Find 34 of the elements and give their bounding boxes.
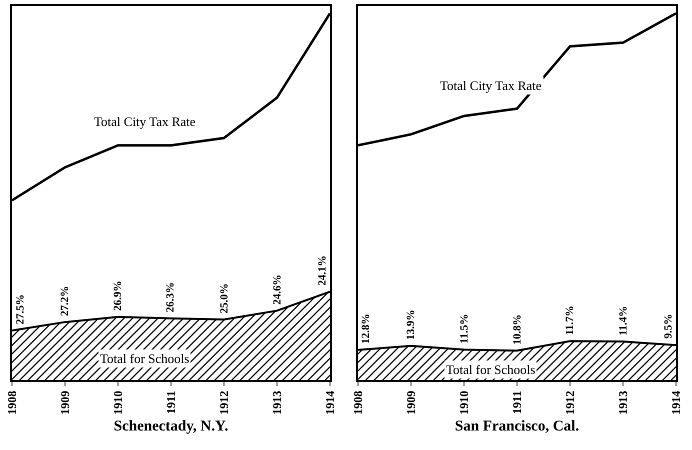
- annotation: 26.3%: [164, 282, 177, 312]
- series-label: Total City Tax Rate: [440, 78, 542, 93]
- x-axis-title: Schenectady, N.Y.: [114, 418, 228, 434]
- x-tick-label: 1910: [110, 390, 125, 415]
- annotation: 24.6%: [271, 274, 284, 305]
- annotation: 10.8%: [511, 314, 524, 345]
- series-label: Total for Schools: [100, 351, 190, 366]
- annotation: 26.9%: [112, 280, 124, 311]
- x-tick-label: 1911: [164, 390, 178, 414]
- x-tick-label: 1913: [270, 390, 284, 415]
- annotation: 27.5%: [14, 294, 26, 324]
- x-tick-label: 1908: [4, 390, 19, 415]
- annotation: 12.8%: [360, 314, 372, 344]
- x-tick-label: 1909: [58, 390, 72, 415]
- x-tick-label: 1909: [404, 390, 418, 415]
- annotation: 25.0%: [218, 283, 230, 314]
- annotation: 27.2%: [58, 286, 71, 316]
- annotation: 13.9%: [405, 310, 418, 340]
- x-tick-label: 1914: [322, 390, 337, 415]
- series-label: Total for Schools: [446, 362, 536, 377]
- annotation: 11.5%: [458, 314, 470, 344]
- annotation: 9.5%: [662, 314, 674, 339]
- x-tick-label: 1911: [510, 390, 524, 414]
- x-axis-title: San Francisco, Cal.: [454, 418, 580, 434]
- x-tick-label: 1910: [456, 390, 471, 415]
- x-tick-label: 1914: [668, 390, 683, 415]
- annotation: 11.7%: [564, 305, 576, 336]
- x-tick-label: 1913: [616, 390, 630, 415]
- x-tick-label: 1912: [562, 390, 577, 415]
- series-label: Total City Tax Rate: [94, 114, 196, 129]
- annotation: 11.4%: [618, 306, 630, 336]
- x-tick-label: 1908: [350, 390, 365, 415]
- x-tick-label: 1912: [216, 390, 231, 415]
- annotation: 24.1%: [316, 255, 328, 286]
